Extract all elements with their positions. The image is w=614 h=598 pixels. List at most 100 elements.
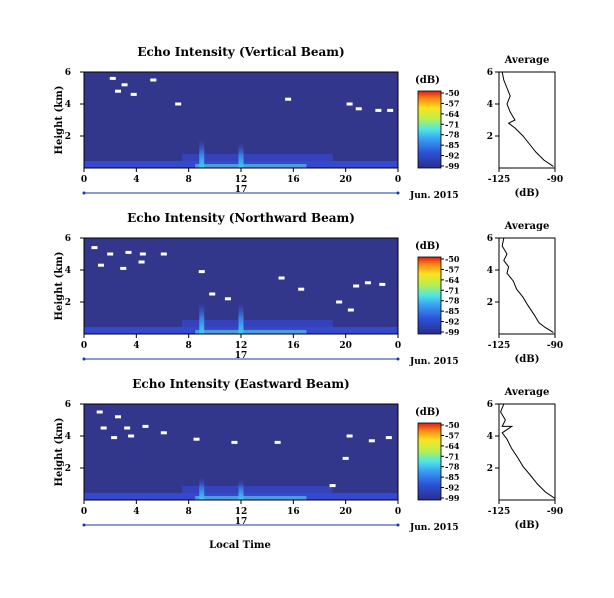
colorbar-tick-label: -71 bbox=[445, 451, 459, 461]
data-gap bbox=[368, 439, 375, 443]
echo-daytime-core bbox=[195, 164, 307, 168]
data-gap bbox=[387, 108, 394, 112]
echo-plume bbox=[199, 477, 205, 500]
date-label: Jun. 2015 bbox=[409, 357, 459, 367]
profile-frame bbox=[498, 403, 556, 501]
day-axis-start bbox=[82, 191, 86, 195]
data-gap bbox=[329, 484, 336, 488]
data-gap bbox=[138, 260, 145, 264]
y-tick-label: 4 bbox=[65, 266, 71, 276]
colorbar-tick-label: -92 bbox=[445, 317, 459, 327]
data-gap bbox=[160, 431, 167, 435]
echo-daytime-band bbox=[182, 320, 333, 327]
profile-title: Average bbox=[504, 221, 550, 232]
y-axis-label: Height (km) bbox=[54, 86, 65, 155]
colorbar-tick-label: -64 bbox=[445, 109, 460, 119]
x-axis-label: Local Time bbox=[209, 540, 271, 551]
profile-y-tick-label: 2 bbox=[487, 464, 493, 474]
profile-frame bbox=[498, 71, 556, 169]
x-tick-label: 0 bbox=[81, 175, 87, 185]
day-axis-end bbox=[396, 191, 400, 195]
colorbar-tick-label: -85 bbox=[445, 472, 459, 482]
profile-frame bbox=[498, 237, 556, 335]
day-label: 17 bbox=[235, 351, 248, 361]
colorbar-tick-label: -78 bbox=[445, 130, 460, 140]
data-gap bbox=[142, 424, 149, 428]
colorbar bbox=[417, 90, 442, 169]
profile-x-label: (dB) bbox=[515, 188, 540, 199]
x-tick-label: 20 bbox=[339, 341, 352, 351]
x-tick-label: 20 bbox=[339, 175, 352, 185]
profile-x-tick-label: -125 bbox=[488, 341, 511, 351]
data-gap bbox=[209, 292, 216, 296]
profile-title: Average bbox=[504, 387, 550, 398]
data-gap bbox=[353, 284, 360, 288]
data-gap bbox=[115, 89, 122, 93]
profile-x-tick-label: -125 bbox=[488, 175, 511, 185]
y-tick-label: 4 bbox=[65, 432, 71, 442]
colorbar-tick-label: -64 bbox=[445, 275, 460, 285]
x-tick-label: 16 bbox=[287, 507, 300, 517]
profile-y-tick-label: 6 bbox=[487, 400, 493, 410]
data-gap bbox=[100, 426, 107, 430]
colorbar-tick-label: -50 bbox=[445, 88, 460, 98]
data-gap bbox=[346, 434, 353, 438]
profile-y-tick-label: 2 bbox=[487, 132, 493, 142]
data-gap bbox=[375, 108, 382, 112]
y-axis-label: Height (km) bbox=[54, 418, 65, 487]
colorbar-tick-label: -71 bbox=[445, 119, 459, 129]
colorbar bbox=[417, 422, 442, 501]
data-gap bbox=[175, 102, 182, 106]
data-gap bbox=[150, 78, 157, 82]
x-tick-label: 0 bbox=[81, 341, 87, 351]
data-gap bbox=[98, 263, 105, 267]
profile-y-tick-label: 4 bbox=[487, 266, 493, 276]
data-gap bbox=[355, 107, 362, 111]
panel-1: Echo Intensity (Vertical Beam) 0 4 8 12 16 20 0… bbox=[54, 45, 563, 201]
profile-line bbox=[501, 237, 554, 333]
colorbar-tick-label: -64 bbox=[445, 441, 460, 451]
colorbar-tick-label: -78 bbox=[445, 462, 460, 472]
profile-x-tick-label: -90 bbox=[547, 507, 563, 517]
data-gap bbox=[111, 436, 118, 440]
date-label: Jun. 2015 bbox=[409, 191, 459, 201]
panel-2: Echo Intensity (Northward Beam)0 4 8 12 16 20… bbox=[54, 211, 563, 367]
colorbar-tick-label: -78 bbox=[445, 296, 460, 306]
x-tick-label: 12 bbox=[235, 507, 248, 517]
x-tick-label: 12 bbox=[235, 175, 248, 185]
x-tick-label: 16 bbox=[287, 175, 300, 185]
x-tick-label: 0 bbox=[395, 175, 401, 185]
y-axis-label: Height (km) bbox=[54, 252, 65, 321]
x-tick-label: 0 bbox=[81, 507, 87, 517]
profile-y-tick-label: 6 bbox=[487, 68, 493, 78]
colorbar-label: (dB) bbox=[415, 241, 440, 252]
data-gap bbox=[231, 440, 238, 444]
day-label: 17 bbox=[235, 517, 248, 527]
data-gap bbox=[125, 250, 132, 254]
profile-x-tick-label: -90 bbox=[547, 175, 563, 185]
colorbar-tick-label: -99 bbox=[445, 327, 460, 337]
data-gap bbox=[91, 246, 98, 250]
colorbar-tick-label: -57 bbox=[445, 98, 459, 108]
colorbar-tick-label: -92 bbox=[445, 483, 459, 493]
echo-plume bbox=[238, 479, 244, 500]
echo-plume bbox=[238, 142, 244, 168]
profile-x-label: (dB) bbox=[515, 520, 540, 531]
data-gap bbox=[278, 276, 285, 280]
y-tick-label: 6 bbox=[65, 234, 71, 244]
colorbar-tick-label: -50 bbox=[445, 420, 460, 430]
echo-daytime-band bbox=[182, 154, 333, 161]
data-gap bbox=[198, 270, 205, 274]
y-tick-label: 2 bbox=[65, 298, 71, 308]
colorbar-tick-label: -99 bbox=[445, 493, 460, 503]
profile-y-tick-label: 2 bbox=[487, 298, 493, 308]
x-tick-label: 16 bbox=[287, 341, 300, 351]
echo-plume bbox=[199, 139, 205, 168]
colorbar-tick-label: -71 bbox=[445, 285, 459, 295]
data-gap bbox=[298, 287, 305, 291]
x-tick-label: 20 bbox=[339, 507, 352, 517]
profile-title: Average bbox=[504, 55, 550, 66]
colorbar-tick-label: -85 bbox=[445, 306, 459, 316]
data-gap bbox=[364, 281, 371, 285]
echo-daytime-core bbox=[195, 496, 307, 500]
